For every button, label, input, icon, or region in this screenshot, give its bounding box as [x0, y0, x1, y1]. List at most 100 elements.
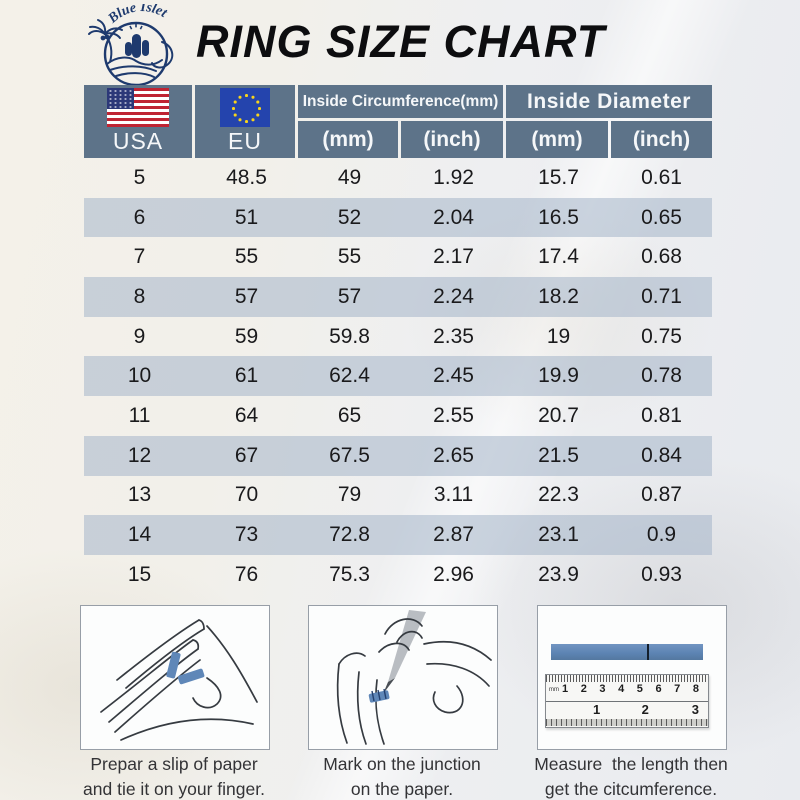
table-cell: 73 [234, 523, 259, 547]
table-cell: 22.3 [538, 483, 579, 507]
table-cell: 0.87 [641, 483, 682, 507]
circumference-mm-subheader: (mm) [298, 121, 398, 158]
table-cell: 13 [127, 483, 152, 507]
step2-caption-line2: on the paper. [350, 778, 454, 799]
pen-mark [646, 644, 649, 660]
table-cell: 19.9 [538, 364, 579, 388]
table-cell: 67 [234, 443, 259, 467]
table-cell: 2.87 [433, 523, 474, 547]
size-table-header: USA EU Inside Circumference(mm) Inside D… [84, 85, 712, 158]
ruler-cm-ticks [546, 675, 708, 682]
table-row: 5 48.5 49 1.92 15.7 0.61 [84, 158, 712, 198]
table-cell: 52 [337, 205, 362, 229]
step2-caption: Mark on the junction on the paper. [282, 752, 522, 800]
table-cell: 8 [133, 284, 146, 308]
step3-caption-line2: get the citcumference. [544, 778, 718, 799]
table-row: 11 64 65 2.55 20.7 0.81 [84, 396, 712, 436]
pen-icon [388, 610, 426, 682]
table-cell: 21.5 [538, 443, 579, 467]
table-row: 13 70 79 3.11 22.3 0.87 [84, 476, 712, 516]
table-cell: 51 [234, 205, 259, 229]
diameter-inch-subheader: (inch) [611, 121, 712, 158]
eu-flag-icon [220, 88, 270, 127]
usa-header-label: USA [112, 128, 164, 154]
table-cell: 57 [337, 284, 362, 308]
hand-with-paper-strip-icon [100, 619, 258, 741]
circumference-group-header: Inside Circumference(mm) [298, 85, 503, 118]
table-cell: 14 [127, 523, 152, 547]
table-cell: 64 [234, 403, 259, 427]
table-cell: 2.35 [433, 324, 474, 348]
table-cell: 23.9 [538, 562, 579, 586]
table-cell: 0.93 [641, 562, 682, 586]
table-cell: 2.17 [433, 245, 474, 269]
table-cell: 2.45 [433, 364, 474, 388]
ruler-cm-number: 4 [618, 683, 625, 695]
table-cell: 6 [133, 205, 146, 229]
table-cell: 59 [234, 324, 259, 348]
step1-caption: Prepar a slip of paper and tie it on you… [54, 752, 294, 800]
hands-marking-paper-icon [336, 610, 492, 745]
table-cell: 5 [133, 165, 146, 189]
table-cell: 0.75 [641, 324, 682, 348]
table-cell: 10 [127, 364, 152, 388]
brand-logo: Blue Islet [88, 4, 174, 87]
step1-caption-line2: and tie it on your finger. [83, 778, 265, 799]
table-row: 12 67 67.5 2.65 21.5 0.84 [84, 435, 712, 476]
table-cell: 48.5 [226, 165, 267, 189]
table-cell: 2.65 [433, 443, 474, 467]
table-row: 14 73 72.8 2.87 23.1 0.9 [84, 515, 712, 555]
table-row: 9 59 59.8 2.35 19 0.75 [84, 317, 712, 357]
usa-flag-icon [107, 88, 169, 127]
table-row: 15 76 75.3 2.96 23.9 0.93 [84, 555, 712, 595]
circumference-inch-subheader: (inch) [401, 121, 503, 158]
table-cell: 11 [128, 403, 151, 427]
step3-caption: Measure the length then get the citcumfe… [511, 752, 751, 800]
table-cell: 7 [133, 245, 146, 269]
palm-tree-icon [88, 19, 123, 63]
table-cell: 0.78 [641, 364, 682, 388]
usa-header-cell: USA [84, 85, 192, 158]
table-cell: 49 [337, 165, 362, 189]
eu-header-label: EU [228, 128, 262, 154]
table-row: 8 57 57 2.24 18.2 0.71 [84, 277, 712, 317]
ruler-cm-number: 3 [599, 683, 606, 695]
ruler-cm-number: 6 [655, 683, 662, 695]
diameter-mm-subheader: (mm) [506, 121, 608, 158]
table-cell: 0.65 [641, 205, 682, 229]
table-cell: 67.5 [329, 443, 370, 467]
table-cell: 75.3 [329, 562, 370, 586]
table-cell: 16.5 [538, 205, 579, 229]
wave-icon [106, 41, 174, 78]
table-cell: 0.84 [641, 443, 682, 467]
table-cell: 72.8 [329, 523, 370, 547]
step3-caption-line1: Measure the length then [534, 754, 728, 774]
step2-illustration-panel [308, 605, 498, 750]
ruler-inch-numbers: 1 2 3 [592, 702, 700, 717]
table-cell: 15.7 [538, 165, 579, 189]
table-cell: 70 [234, 483, 259, 507]
table-cell: 2.24 [433, 284, 474, 308]
table-cell: 79 [337, 483, 362, 507]
paper-strip-marks [166, 651, 205, 685]
table-row: 6 51 52 2.04 16.5 0.65 [84, 197, 712, 238]
table-cell: 15 [127, 562, 152, 586]
table-cell: 18.2 [538, 284, 579, 308]
step1-caption-line1: Prepar a slip of paper [90, 754, 258, 774]
ruler-cm-number: 7 [674, 683, 681, 695]
table-row: 7 55 55 2.17 17.4 0.68 [84, 237, 712, 277]
table-cell: 20.7 [538, 403, 579, 427]
table-cell: 2.55 [433, 403, 474, 427]
eu-header-cell: EU [195, 85, 295, 158]
page-title: RING SIZE CHART [196, 16, 606, 67]
ruler-cm-number: 8 [692, 683, 699, 695]
table-cell: 0.71 [641, 284, 682, 308]
table-cell: 55 [337, 245, 362, 269]
table-cell: 17.4 [538, 245, 579, 269]
step2-caption-line1: Mark on the junction [323, 754, 481, 774]
size-table-body: 5 48.5 49 1.92 15.7 0.61 6 51 52 2.04 16… [84, 158, 712, 595]
ruler-divider [546, 701, 708, 702]
